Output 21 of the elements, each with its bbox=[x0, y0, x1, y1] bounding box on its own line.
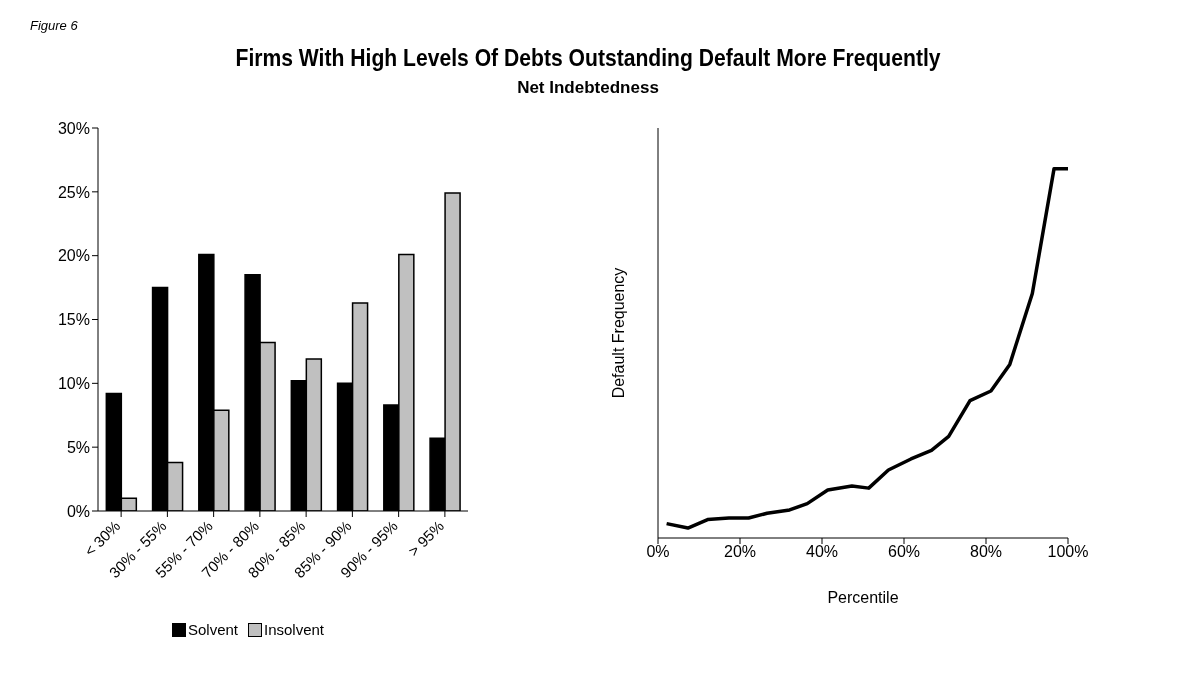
y-axis-title: Default Frequency bbox=[609, 267, 627, 399]
x-tick-label: 80% bbox=[969, 543, 1003, 561]
chart-subtitle: Net Indebtedness bbox=[516, 78, 660, 98]
legend-label: Solvent bbox=[186, 621, 238, 638]
x-tick-label: > 95% bbox=[404, 517, 447, 560]
y-tick-label: 20% bbox=[57, 247, 90, 265]
x-axis-title: Percentile bbox=[827, 589, 899, 606]
x-tick-label: 0% bbox=[646, 543, 670, 561]
y-tick-label: 5% bbox=[66, 438, 90, 456]
legend-label: Insolvent bbox=[263, 621, 325, 638]
caption: Figure 6 bbox=[30, 18, 78, 33]
y-tick-label: 30% bbox=[57, 119, 90, 137]
y-tick-label: 25% bbox=[57, 183, 90, 201]
y-tick-label: 10% bbox=[57, 375, 90, 393]
x-tick-label: 40% bbox=[805, 543, 839, 561]
y-tick-label: 0% bbox=[66, 502, 90, 520]
y-tick-label: 15% bbox=[57, 311, 90, 329]
x-tick-label: 20% bbox=[723, 543, 757, 561]
x-tick-label: 60% bbox=[887, 543, 921, 561]
x-tick-label: 100% bbox=[1047, 543, 1089, 561]
text: Firms With High Levels Of Debts Outstanding Default More Frequently bbox=[234, 44, 942, 72]
